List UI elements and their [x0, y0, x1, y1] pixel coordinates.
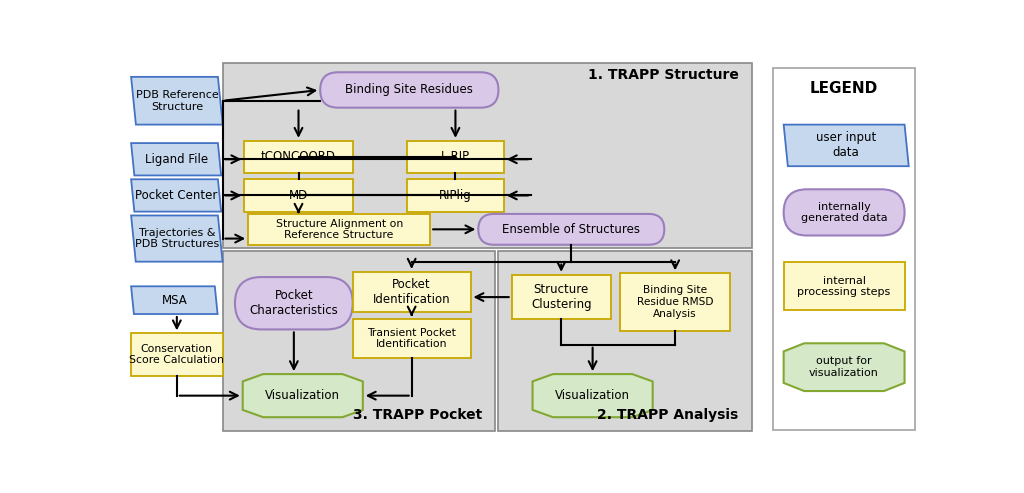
- FancyBboxPatch shape: [248, 214, 430, 245]
- FancyBboxPatch shape: [352, 272, 471, 312]
- FancyBboxPatch shape: [499, 251, 752, 431]
- Polygon shape: [131, 286, 217, 314]
- FancyBboxPatch shape: [131, 333, 222, 376]
- FancyBboxPatch shape: [478, 214, 665, 245]
- Text: tCONCOORD: tCONCOORD: [261, 150, 336, 164]
- FancyBboxPatch shape: [222, 63, 752, 248]
- FancyBboxPatch shape: [321, 72, 499, 107]
- Text: output for
visualization: output for visualization: [809, 356, 879, 378]
- Text: Binding Site
Residue RMSD
Analysis: Binding Site Residue RMSD Analysis: [637, 285, 714, 318]
- Text: 2. TRAPP Analysis: 2. TRAPP Analysis: [597, 408, 738, 422]
- Text: Conservation
Score Calculation: Conservation Score Calculation: [129, 344, 224, 365]
- Text: 1. TRAPP Structure: 1. TRAPP Structure: [588, 68, 738, 82]
- FancyBboxPatch shape: [773, 68, 915, 429]
- Text: user input
data: user input data: [816, 132, 877, 159]
- FancyBboxPatch shape: [245, 141, 352, 173]
- Polygon shape: [131, 215, 222, 262]
- Text: Pocket Center: Pocket Center: [135, 189, 217, 202]
- Polygon shape: [243, 374, 362, 417]
- Text: 3. TRAPP Pocket: 3. TRAPP Pocket: [353, 408, 482, 422]
- Polygon shape: [131, 179, 221, 211]
- Text: internal
processing steps: internal processing steps: [798, 276, 891, 297]
- Text: Trajectories &
PDB Structures: Trajectories & PDB Structures: [135, 228, 219, 249]
- Text: RIPlig: RIPlig: [439, 189, 472, 202]
- Text: Ligand File: Ligand File: [144, 153, 208, 166]
- Polygon shape: [131, 77, 222, 125]
- Polygon shape: [131, 143, 221, 176]
- FancyBboxPatch shape: [621, 273, 730, 331]
- Text: Pocket
Characteristics: Pocket Characteristics: [250, 289, 338, 317]
- FancyBboxPatch shape: [512, 275, 611, 319]
- FancyBboxPatch shape: [352, 319, 471, 358]
- Text: internally
generated data: internally generated data: [801, 202, 888, 223]
- FancyBboxPatch shape: [222, 251, 496, 431]
- Text: MD: MD: [289, 189, 308, 202]
- Polygon shape: [532, 374, 652, 417]
- Text: Structure Alignment on
Reference Structure: Structure Alignment on Reference Structu…: [275, 218, 402, 240]
- Text: LEGEND: LEGEND: [810, 81, 879, 97]
- FancyBboxPatch shape: [407, 179, 504, 211]
- Text: Binding Site Residues: Binding Site Residues: [345, 83, 473, 97]
- FancyBboxPatch shape: [783, 262, 904, 310]
- Text: PDB Reference
Structure: PDB Reference Structure: [135, 90, 218, 111]
- Text: Visualization: Visualization: [555, 389, 630, 402]
- FancyBboxPatch shape: [245, 179, 352, 211]
- Text: L-RIP: L-RIP: [441, 150, 470, 164]
- Text: Structure
Clustering: Structure Clustering: [530, 283, 592, 311]
- FancyBboxPatch shape: [783, 189, 904, 236]
- Text: MSA: MSA: [162, 294, 187, 307]
- Polygon shape: [783, 343, 904, 391]
- FancyBboxPatch shape: [234, 277, 352, 329]
- Text: Visualization: Visualization: [265, 389, 340, 402]
- Text: Ensemble of Structures: Ensemble of Structures: [503, 223, 640, 236]
- FancyBboxPatch shape: [407, 141, 504, 173]
- Text: Transient Pocket
Identification: Transient Pocket Identification: [368, 328, 456, 350]
- Text: Pocket
Identification: Pocket Identification: [373, 278, 451, 306]
- Polygon shape: [783, 125, 908, 166]
